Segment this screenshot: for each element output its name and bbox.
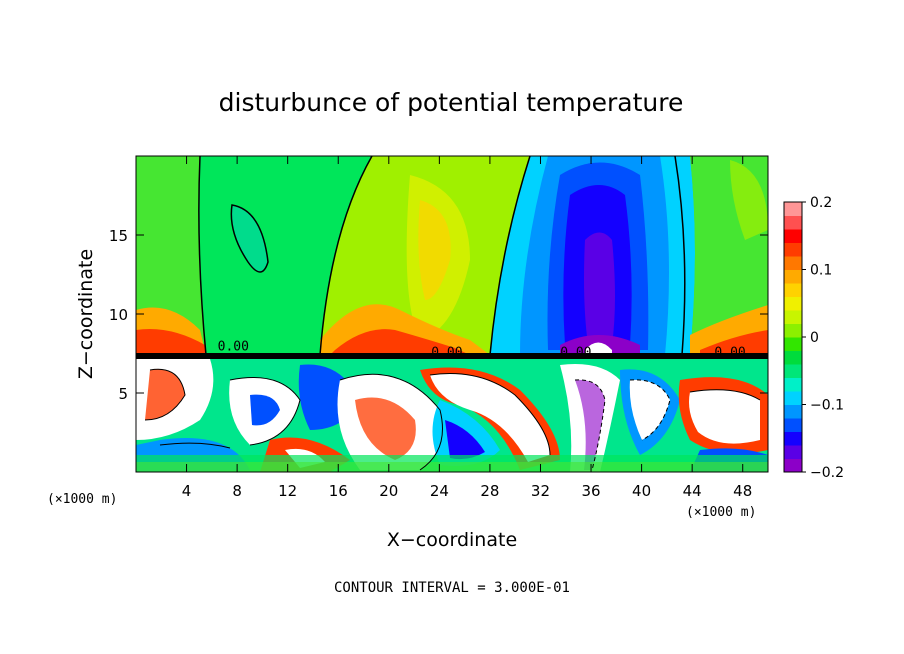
contour-labels: 0.00 0.00 0.00 0.00	[218, 339, 746, 360]
colorbar-swatch	[784, 242, 802, 257]
colorbar-swatch	[784, 202, 802, 216]
colorbar-swatch	[784, 215, 802, 230]
x-tick-label: 44	[683, 482, 702, 500]
x-tick-label: 8	[232, 482, 242, 500]
y-tick-label: 10	[109, 306, 128, 324]
colorbar-swatch	[784, 431, 802, 446]
colorbar-swatch	[784, 310, 802, 324]
x-unit-right: (×1000 m)	[686, 505, 756, 520]
colorbar-swatch	[784, 350, 802, 365]
colorbar-tick-label: 0	[810, 330, 819, 346]
x-tick-label: 48	[733, 482, 752, 500]
x-tick-label: 4	[182, 482, 192, 500]
colorbar-tick-label: 0.1	[810, 263, 832, 279]
x-tick-label: 40	[632, 482, 651, 500]
colorbar-swatch	[784, 404, 802, 419]
x-tick-label: 36	[581, 482, 600, 500]
colorbar-tick-label: −0.2	[810, 465, 844, 481]
contour-label: 0.00	[714, 346, 745, 361]
colorbar-swatch	[784, 337, 802, 351]
colorbar-swatch	[784, 445, 802, 459]
x-tick-label: 28	[480, 482, 499, 500]
chart-title: disturbunce of potential temperature	[219, 88, 684, 117]
y-tick-label: 15	[109, 227, 128, 245]
colorbar-swatch	[784, 418, 802, 432]
contour-lines	[144, 156, 761, 471]
heatmap-field	[136, 156, 768, 472]
x-axis-label: X−coordinate	[387, 529, 517, 551]
interface-band	[136, 353, 768, 359]
x-tick-label: 16	[329, 482, 348, 500]
y-axis: 5 10 15	[109, 227, 768, 403]
x-axis: 4 8 12 16 20 24 28 32 36 40 44 48	[182, 156, 752, 500]
contour-interval-note: CONTOUR INTERVAL = 3.000E-01	[334, 580, 570, 596]
colorbar-swatch	[784, 296, 802, 311]
x-tick-label: 12	[278, 482, 297, 500]
colorbar-swatch	[784, 283, 802, 297]
colorbar-swatch	[784, 391, 802, 405]
contour-label: 0.00	[218, 339, 249, 354]
x-tick-label: 24	[430, 482, 449, 500]
contour-label: 0.00	[560, 346, 591, 361]
colorbar-swatch	[784, 377, 802, 392]
colorbar-tick-label: −0.1	[810, 398, 844, 414]
colorbar: 0.2 0.1 0 −0.1 −0.2	[783, 195, 844, 481]
colorbar-swatch	[784, 323, 802, 338]
lower-layer	[136, 359, 768, 472]
colorbar-swatch	[784, 256, 802, 270]
x-tick-label: 32	[531, 482, 550, 500]
colorbar-swatch	[784, 458, 802, 473]
y-tick-label: 5	[118, 385, 128, 403]
y-axis-label: Z−coordinate	[75, 249, 97, 379]
colorbar-tick-label: 0.2	[810, 195, 832, 211]
contour-label: 0.00	[431, 346, 462, 361]
colorbar-swatch	[784, 364, 802, 378]
x-tick-label: 20	[379, 482, 398, 500]
colorbar-swatch	[784, 229, 802, 243]
x-unit-left: (×1000 m)	[47, 492, 117, 507]
colorbar-swatch	[784, 269, 802, 284]
upper-layer	[136, 156, 768, 355]
